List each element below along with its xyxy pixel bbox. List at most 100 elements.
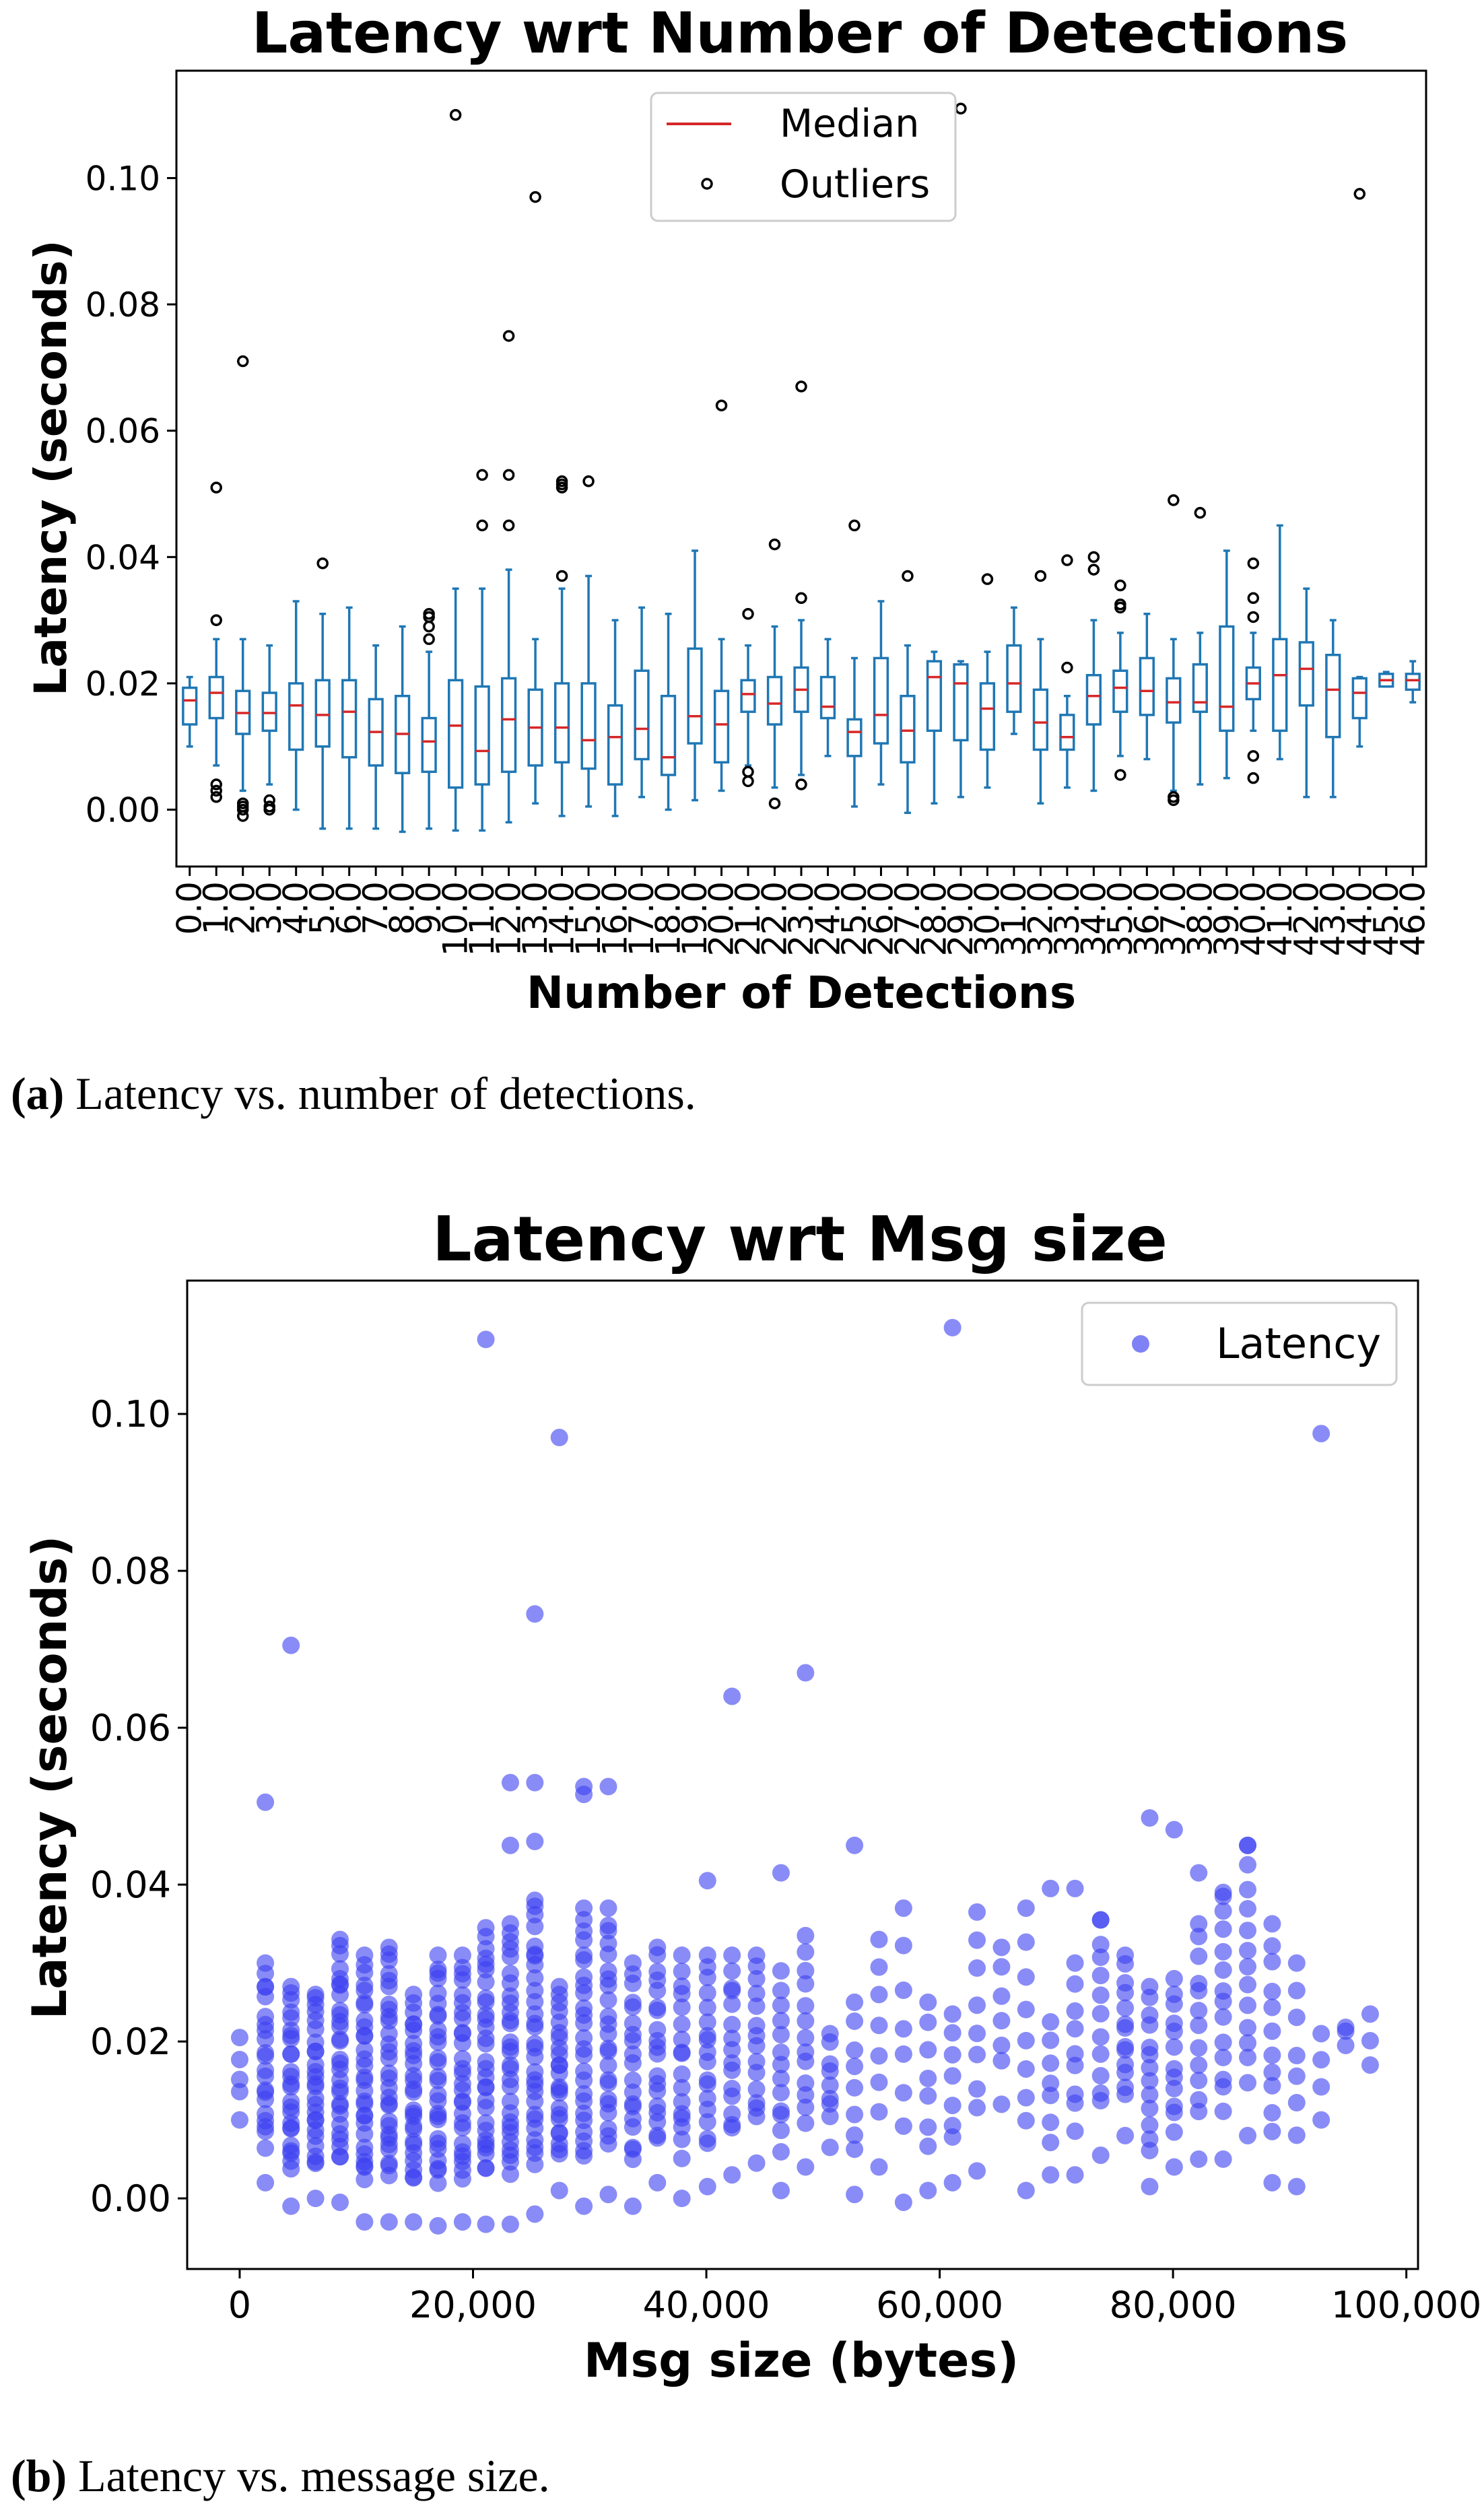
scatter-point (257, 2061, 275, 2079)
box-outlier (555, 570, 568, 582)
scatter-point (623, 2109, 642, 2128)
box-iqr (1351, 677, 1368, 720)
box-x-tick-label: 43.0 (1314, 881, 1353, 956)
scatter-point (772, 2012, 790, 2030)
scatter-point (747, 2053, 766, 2071)
scatter-point (331, 2030, 349, 2048)
scatter-point (453, 2093, 471, 2111)
scatter-point (1263, 1953, 1281, 1971)
box-iqr (182, 686, 198, 726)
scatter-point (599, 1899, 617, 1918)
scatter-point (1239, 2126, 1257, 2144)
scatter-chart-title: Latency wrt Msg size (432, 1203, 1168, 1275)
scatter-point (747, 2154, 766, 2172)
scatter-point (698, 1998, 716, 2016)
scatter-point (230, 2029, 248, 2047)
scatter-point (230, 2111, 248, 2129)
box-iqr (740, 679, 756, 713)
scatter-point-outlier (797, 1664, 815, 1682)
box-outlier (768, 797, 781, 809)
box-x-tick-label: 42.0 (1287, 881, 1326, 956)
scatter-point (772, 2084, 790, 2102)
scatter-point (477, 2006, 495, 2024)
scatter-point (821, 2076, 839, 2095)
scatter-point (257, 2173, 275, 2192)
scatter-point (306, 1986, 325, 2004)
box-iqr (553, 682, 570, 764)
scatter-point (1190, 2039, 1208, 2057)
scatter-point (282, 2003, 300, 2021)
scatter-point (599, 2120, 617, 2138)
scatter-point (846, 2185, 864, 2204)
box-outlier (1114, 579, 1126, 592)
box-outlier (236, 355, 249, 368)
box-iqr (1166, 677, 1182, 724)
scatter-point (846, 2058, 864, 2076)
scatter-point-outlier (550, 1429, 568, 1447)
box-x-tick-label: 14.0 (543, 881, 582, 956)
box-7.0 (368, 644, 384, 830)
scatter-point (1239, 1922, 1257, 1940)
scatter-point (919, 2118, 937, 2136)
scatter-point (797, 1997, 815, 2015)
scatter-point (968, 2080, 986, 2098)
scatter-point (405, 1986, 423, 2004)
scatter-point (1165, 2123, 1183, 2141)
box-38.0 (1192, 506, 1208, 786)
scatter-point (1239, 1880, 1257, 1899)
legend-outliers-label: Outliers (780, 162, 930, 207)
box-outlier (582, 475, 595, 487)
box-9.0 (421, 608, 437, 830)
box-outlier (768, 538, 781, 551)
scatter-point (1190, 2071, 1208, 2089)
scatter-point (1141, 2086, 1159, 2104)
scatter-point (673, 1963, 691, 1981)
box-outlier (1194, 506, 1207, 519)
scatter-point (356, 1946, 374, 1964)
scatter-point (772, 2070, 790, 2088)
box-iqr (1006, 644, 1022, 713)
scatter-y-axis: 0.00 0.02 0.04 0.06 0.08 0.10 (90, 1393, 187, 2220)
scatter-point (1239, 2048, 1257, 2066)
box-outlier (236, 810, 249, 822)
box-x-tick-label: 2.0 (224, 881, 263, 935)
scatter-point (1017, 2111, 1035, 2130)
scatter-point (747, 2094, 766, 2112)
scatter-point (772, 2181, 790, 2200)
scatter-point (1017, 1968, 1035, 1986)
box-x-tick-label: 40.0 (1234, 881, 1273, 956)
box-iqr (474, 685, 490, 786)
scatter-point (797, 1943, 815, 1961)
box-19.0 (687, 549, 703, 802)
scatter-point (1214, 1982, 1232, 2000)
scatter-point (501, 2056, 519, 2074)
scatter-point (1214, 2033, 1232, 2052)
scatter-point (282, 2093, 300, 2111)
scatter-point (821, 2089, 839, 2107)
scatter-point (1287, 1981, 1306, 2000)
scatter-legend: Latency (1081, 1301, 1398, 1386)
legend-outliers-swatch (701, 178, 713, 190)
scatter-point (1141, 2130, 1159, 2148)
scatter-point (1042, 2166, 1060, 2184)
scatter-point (1116, 1999, 1135, 2017)
scatter-point (797, 2158, 815, 2176)
scatter-point (526, 2005, 544, 2023)
scatter-point (257, 2044, 275, 2062)
scatter-point (1141, 2072, 1159, 2090)
scatter-point (1239, 1958, 1257, 1976)
scatter-point (1287, 2067, 1306, 2085)
box-x-tick-label: 16.0 (596, 881, 635, 956)
scatter-point (429, 2049, 447, 2067)
scatter-point (673, 2130, 691, 2148)
box-outlier (236, 803, 249, 816)
scatter-point-outlier (526, 1773, 544, 1792)
scatter-point (673, 2015, 691, 2033)
box-1.0 (208, 481, 224, 803)
scatter-point (356, 2213, 374, 2231)
scatter-point (943, 2067, 962, 2085)
scatter-point (870, 1930, 888, 1948)
scatter-point (1042, 2134, 1060, 2152)
scatter-point (526, 2035, 544, 2053)
scatter-point (575, 1899, 593, 1918)
